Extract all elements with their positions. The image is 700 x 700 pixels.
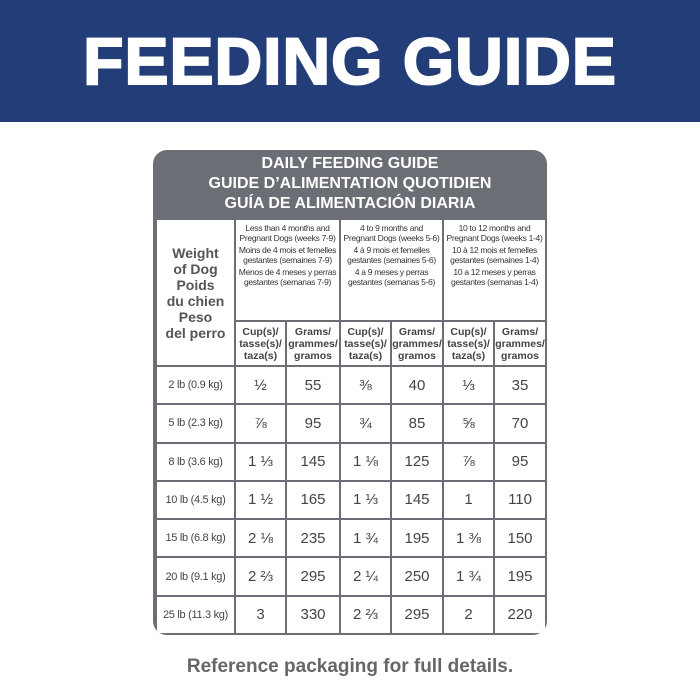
card-title: GUIDE D’ALIMENTATION QUOTIDIEN <box>208 175 492 192</box>
weight-cell: 15 lb (6.8 kg) <box>155 518 236 559</box>
amount-cell: ⅞ <box>234 403 287 444</box>
feeding-card: DAILY FEEDING GUIDE GUIDE D’ALIMENTATION… <box>153 150 547 635</box>
group-header-line: Menos de 4 meses y perras gestantes (sem… <box>238 267 337 287</box>
amount-cell: 2 ⅛ <box>234 518 287 559</box>
banner: FEEDING GUIDE <box>0 0 700 122</box>
subheader: Grams/ grammes/ gramos <box>285 320 341 367</box>
data-row: 10 lb (4.5 kg) 1 ½ 165 1 ⅓ 145 1 110 <box>155 479 547 521</box>
group-header-line: 4 a 9 meses y perras gestantes (semanas … <box>347 267 436 287</box>
amount-cell: 145 <box>389 479 445 521</box>
amount-cell: 2 ⅔ <box>234 556 287 597</box>
group-header: Less than 4 months and Pregnant Dogs (we… <box>234 218 341 322</box>
amount-cell: 165 <box>285 479 341 521</box>
subheader: Cup(s)/ tasse(s)/ taza(s) <box>339 320 392 367</box>
amount-cell: 1 ¾ <box>339 518 392 559</box>
weight-header-line: Peso <box>178 308 213 325</box>
weight-cell: 5 lb (2.3 kg) <box>155 403 236 444</box>
group-header-line: 10 to 12 months and Pregnant Dogs (weeks… <box>446 223 543 243</box>
amount-cell: ⅜ <box>339 364 392 406</box>
amount-cell: 1 ⅓ <box>339 479 392 521</box>
group-header-line: Less than 4 months and Pregnant Dogs (we… <box>239 223 336 243</box>
subheader: Grams/ grammes/ gramos <box>389 320 445 367</box>
amount-cell: 1 ¾ <box>442 556 496 597</box>
amount-cell: 125 <box>389 441 445 482</box>
amount-cell: 95 <box>493 441 547 482</box>
weight-header-line: of Dog <box>173 260 218 277</box>
group-header-line: 10 a 12 meses y perras gestantes (semana… <box>450 267 539 287</box>
weight-cell: 10 lb (4.5 kg) <box>155 479 236 521</box>
amount-cell: 70 <box>493 403 547 444</box>
amount-cell: 295 <box>389 594 445 635</box>
subheader: Cup(s)/ tasse(s)/ taza(s) <box>442 320 496 367</box>
card-title: GUÍA DE ALIMENTACIÓN DIARIA <box>224 195 476 212</box>
amount-cell: 35 <box>493 364 547 406</box>
amount-cell: 250 <box>389 556 445 597</box>
amount-cell: ¾ <box>339 403 392 444</box>
amount-cell: 95 <box>285 403 341 444</box>
amount-cell: 195 <box>389 518 445 559</box>
amount-cell: 330 <box>285 594 341 635</box>
weight-cell: 8 lb (3.6 kg) <box>155 441 236 482</box>
group-header-line: 4 à 9 mois et femelles gestantes (semain… <box>347 245 436 265</box>
data-row: 25 lb (11.3 kg) 3 330 2 ⅔ 295 2 220 <box>155 594 547 635</box>
group-header: 10 to 12 months and Pregnant Dogs (weeks… <box>442 218 547 322</box>
weight-cell: 20 lb (9.1 kg) <box>155 556 236 597</box>
amount-cell: ½ <box>234 364 287 406</box>
group-header: 4 to 9 months and Pregnant Dogs (weeks 5… <box>338 218 445 322</box>
weight-cell: 25 lb (11.3 kg) <box>155 594 236 635</box>
amount-cell: 2 <box>442 594 496 635</box>
amount-cell: 220 <box>493 594 547 635</box>
subheader: Cup(s)/ tasse(s)/ taza(s) <box>234 320 287 367</box>
footer-note: Reference packaging for full details. <box>186 656 514 677</box>
amount-cell: 1 ½ <box>234 479 287 521</box>
page-title: FEEDING GUIDE <box>82 23 617 99</box>
card-header: DAILY FEEDING GUIDE GUIDE D’ALIMENTATION… <box>153 150 547 218</box>
amount-cell: 110 <box>493 479 547 521</box>
amount-cell: 2 ¼ <box>339 556 392 597</box>
data-row: 8 lb (3.6 kg) 1 ⅓ 145 1 ⅛ 125 ⅞ 95 <box>155 441 547 482</box>
weight-header-line: Poids <box>176 276 215 293</box>
amount-cell: 85 <box>389 403 445 444</box>
amount-cell: 295 <box>285 556 341 597</box>
amount-cell: 40 <box>389 364 445 406</box>
amount-cell: 195 <box>493 556 547 597</box>
group-header-line: Moins de 4 mois et femelles gestantes (s… <box>238 245 337 265</box>
group-header-row: Weight of Dog Poids du chien Peso del perro Le… <box>155 218 547 367</box>
subheader: Grams/ grammes/ gramos <box>493 320 547 367</box>
amount-cell: 55 <box>285 364 341 406</box>
data-row: 2 lb (0.9 kg) ½ 55 ⅜ 40 ⅓ 35 <box>155 364 547 406</box>
amount-cell: 1 <box>442 479 496 521</box>
amount-cell: 3 <box>234 594 287 635</box>
amount-cell: 2 ⅔ <box>339 594 392 635</box>
amount-cell: 1 ⅜ <box>442 518 496 559</box>
weight-header: Weight of Dog Poids du chien Peso del perro <box>155 218 236 367</box>
amount-cell: ⅞ <box>442 441 496 482</box>
subheader-row: Cup(s)/ tasse(s)/ taza(s) Grams/ grammes/… <box>156 320 547 367</box>
amount-cell: 145 <box>285 441 341 482</box>
amount-cell: 1 ⅛ <box>339 441 392 482</box>
weight-cell: 2 lb (0.9 kg) <box>155 364 236 406</box>
weight-header-line: Weight <box>172 244 219 261</box>
weight-header-line: du chien <box>166 292 225 309</box>
amount-cell: ⅝ <box>442 403 496 444</box>
amount-cell: 1 ⅓ <box>234 441 287 482</box>
group-header-line: 4 to 9 months and Pregnant Dogs (weeks 5… <box>343 223 440 243</box>
group-header-line: 10 à 12 mois et femelles gestantes (sema… <box>450 245 539 265</box>
data-row: 20 lb (9.1 kg) 2 ⅔ 295 2 ¼ 250 1 ¾ 195 <box>155 556 547 597</box>
amount-cell: 235 <box>285 518 341 559</box>
data-row: 15 lb (6.8 kg) 2 ⅛ 235 1 ¾ 195 1 ⅜ 150 <box>155 518 547 559</box>
card-title: DAILY FEEDING GUIDE <box>261 155 439 172</box>
weight-header-line: del perro <box>165 324 226 341</box>
amount-cell: 150 <box>493 518 547 559</box>
feeding-table: Weight of Dog Poids du chien Peso del perro Le… <box>155 218 547 635</box>
amount-cell: ⅓ <box>442 364 496 406</box>
data-row: 5 lb (2.3 kg) ⅞ 95 ¾ 85 ⅝ 70 <box>155 403 547 444</box>
